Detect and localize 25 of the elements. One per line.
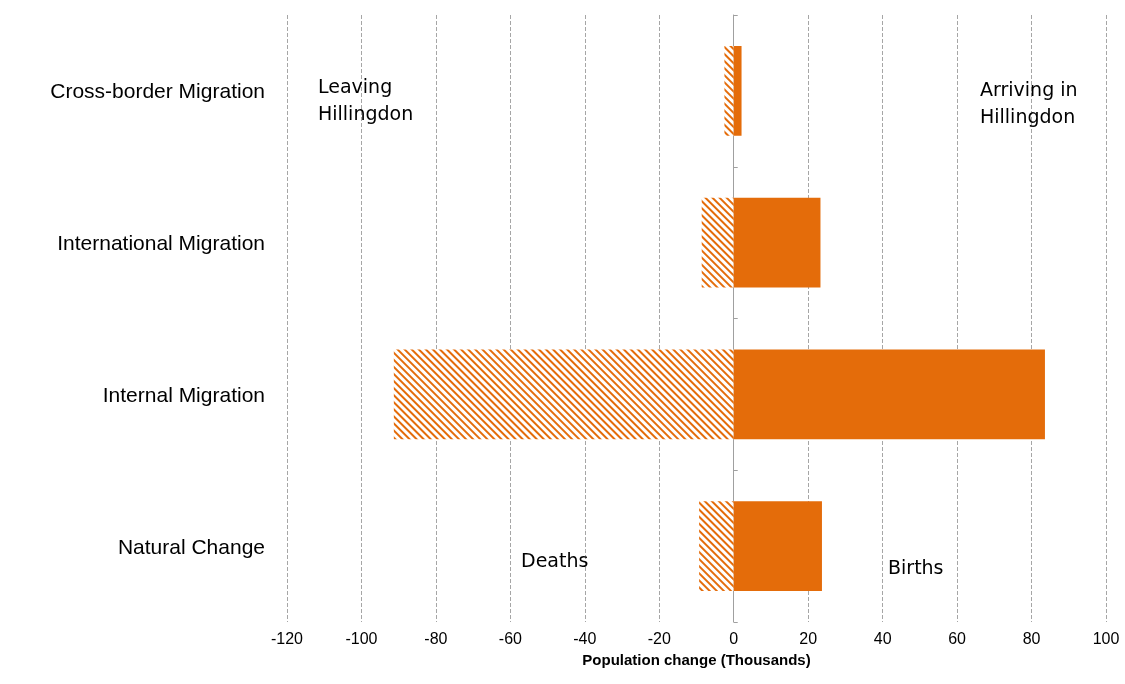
- x-tick-label: 80: [1022, 629, 1041, 647]
- x-tick-label: 0: [729, 629, 739, 647]
- x-tick-label: 60: [948, 629, 967, 647]
- bar: [733, 349, 1045, 440]
- x-tick-label: 40: [873, 629, 892, 647]
- annotation: Leaving Hillingdon: [318, 74, 414, 124]
- x-tick-label: -40: [573, 629, 597, 647]
- x-tick-label: -20: [647, 629, 671, 647]
- x-tick-label: 100: [1092, 629, 1120, 647]
- annotation: Arriving in Hillingdon: [980, 77, 1078, 127]
- annotation: Births: [888, 555, 944, 578]
- x-tick-label: -60: [498, 629, 523, 647]
- x-tick-label: 20: [799, 629, 818, 647]
- x-tick-label: -80: [424, 629, 448, 647]
- bar: [733, 501, 822, 591]
- x-axis-title: Population change (Thousands): [582, 651, 811, 668]
- bar: [733, 197, 821, 288]
- annotation: Deaths: [521, 548, 589, 571]
- y-tick-label: Internal Migration: [102, 382, 265, 406]
- y-tick-label: Cross-border Migration: [50, 79, 265, 103]
- bar: [733, 46, 742, 136]
- x-tick-label: -100: [345, 629, 378, 647]
- y-tick-label: Natural Change: [117, 534, 265, 558]
- x-tick-label: -120: [270, 629, 304, 647]
- y-tick-label: International Migration: [57, 231, 265, 255]
